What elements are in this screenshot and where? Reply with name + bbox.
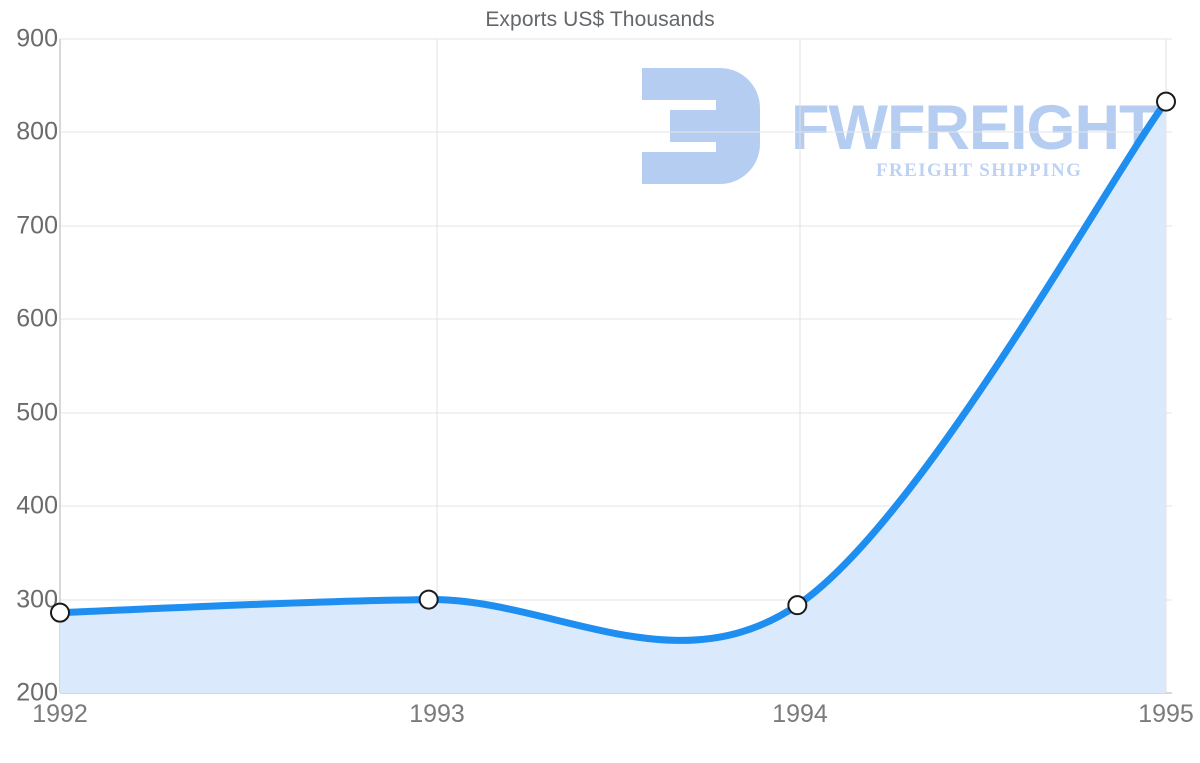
y-axis-tick-600: 600	[16, 304, 58, 333]
data-point-markers	[50, 91, 1176, 623]
y-axis-tick-400: 400	[16, 491, 58, 520]
y-axis-tick-700: 700	[16, 211, 58, 240]
y-axis-tick-800: 800	[16, 117, 58, 146]
x-axis-tick-1994: 1994	[772, 700, 828, 728]
series-area-fill	[60, 101, 1166, 693]
data-point-1992[interactable]	[50, 602, 70, 623]
x-axis-tick-1995: 1995	[1138, 700, 1194, 728]
data-point-1994[interactable]	[787, 595, 808, 616]
chart-title: Exports US$ Thousands	[485, 8, 715, 31]
y-axis-tick-200: 200	[16, 678, 58, 707]
series-line	[56, 98, 1170, 644]
grid-lines	[60, 38, 1172, 601]
x-axis-tick-1992: 1992	[32, 700, 88, 728]
data-point-1993[interactable]	[418, 589, 439, 610]
y-axis-tick-500: 500	[16, 398, 58, 427]
y-axis-tick-900: 900	[16, 24, 58, 53]
data-point-1995[interactable]	[1156, 91, 1176, 112]
x-axis-tick-1993: 1993	[409, 700, 465, 728]
